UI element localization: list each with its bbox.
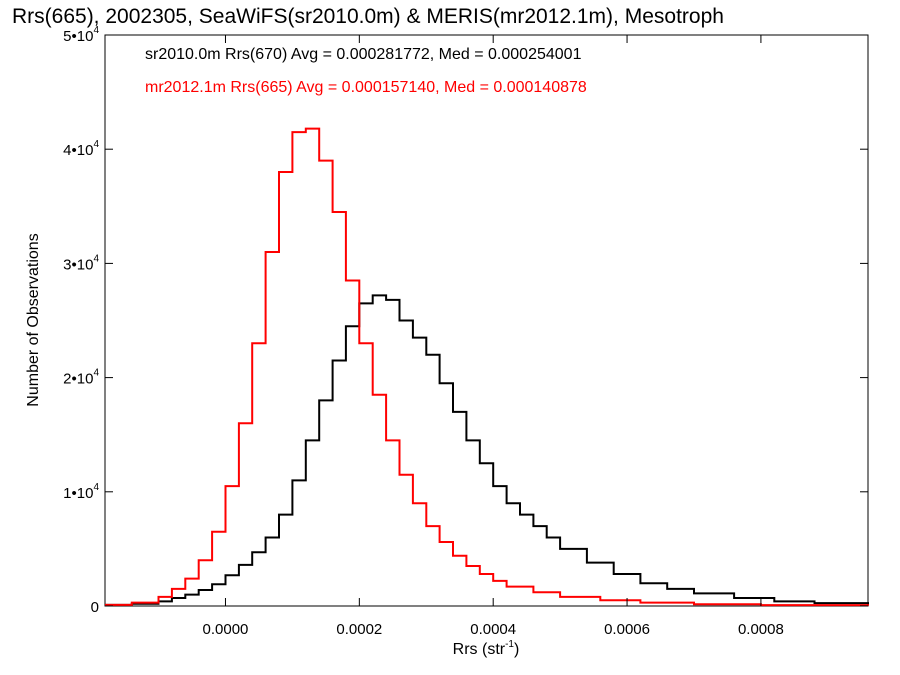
y-tick-label: 4•104 <box>63 139 99 159</box>
x-tick-label: 0.0004 <box>470 621 516 638</box>
y-tick-label: 0 <box>91 599 99 616</box>
legend-entry-sr2010: sr2010.0m Rrs(670) Avg = 0.000281772, Me… <box>145 46 582 63</box>
x-tick-label: 0.0002 <box>336 621 382 638</box>
x-tick-label: 0.0006 <box>604 621 650 638</box>
series-group <box>105 127 869 607</box>
y-tick-label: 3•104 <box>63 253 99 273</box>
chart-title: Rrs(665), 2002305, SeaWiFS(sr2010.0m) & … <box>12 5 724 28</box>
y-tick-label: 5•104 <box>63 25 99 45</box>
y-axis-label: Number of Observations <box>25 233 42 406</box>
x-tick-label: 0.0008 <box>738 621 784 638</box>
y-tick-label: 1•104 <box>63 482 99 502</box>
plot-frame <box>104 34 869 607</box>
x-axis-ticks: 0.0000 0.0002 0.0004 0.0006 0.0008 <box>203 35 784 638</box>
series-line-1 <box>105 127 869 607</box>
y-axis-ticks: 0 1•104 2•104 3•104 4•104 5•104 <box>63 25 868 616</box>
y-tick-label: 2•104 <box>63 368 99 388</box>
x-axis-label: Rrs (str-1) <box>453 639 520 658</box>
x-tick-label: 0.0000 <box>203 621 249 638</box>
legend-entry-mr2012: mr2012.1m Rrs(665) Avg = 0.000157140, Me… <box>145 79 587 96</box>
series-line-0 <box>105 294 869 606</box>
